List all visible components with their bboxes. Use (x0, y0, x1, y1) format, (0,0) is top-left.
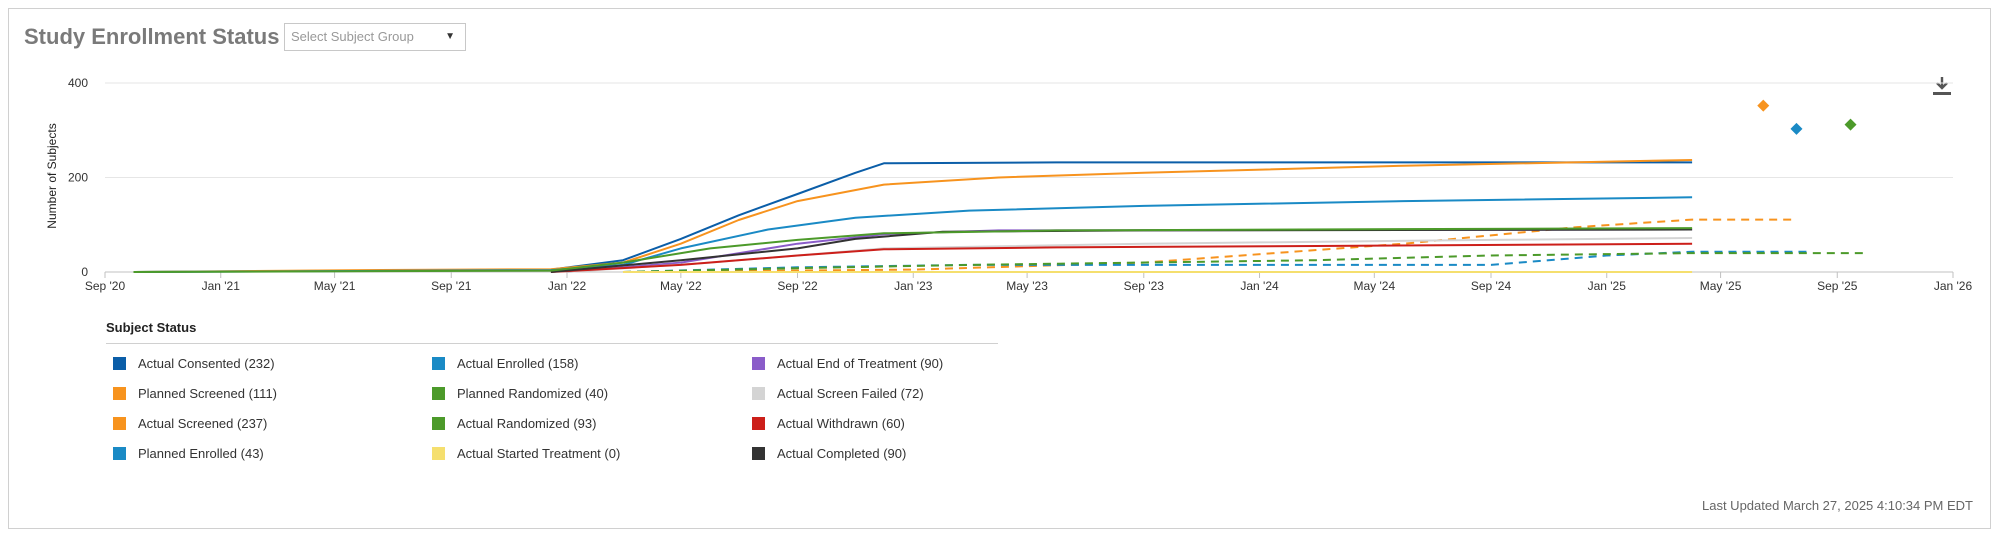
legend-label: Planned Randomized (40) (457, 386, 609, 401)
legend-swatch (752, 387, 765, 400)
legend-label: Actual Enrolled (158) (457, 356, 579, 371)
legend-item[interactable]: Actual Screen Failed (72) (752, 386, 924, 402)
series-line (133, 227, 1693, 273)
legend-swatch (752, 447, 765, 460)
y-tick-label: 200 (68, 171, 88, 185)
x-tick-label: Sep '22 (777, 279, 818, 293)
legend-item[interactable]: Actual Withdrawn (60) (752, 416, 905, 432)
legend-swatch (432, 387, 445, 400)
series-line (622, 252, 1866, 273)
legend-item[interactable]: Actual End of Treatment (90) (752, 356, 943, 372)
x-tick-label: Jan '25 (1588, 279, 1627, 293)
legend-item[interactable]: Actual Screened (237) (113, 416, 267, 432)
x-tick-label: May '22 (660, 279, 702, 293)
x-tick-label: Sep '23 (1124, 279, 1165, 293)
legend-item[interactable]: Actual Randomized (93) (432, 416, 596, 432)
legend-swatch (752, 417, 765, 430)
legend-swatch (432, 357, 445, 370)
enrollment-chart: 0 200 400 Sep '20 Jan '21 May '21 Sep '21 Jan … (45, 76, 1973, 293)
x-tick-label: Jan '23 (894, 279, 933, 293)
planned-marker (1790, 122, 1803, 135)
x-tick-label: May '23 (1006, 279, 1048, 293)
x-tick-label: May '21 (314, 279, 356, 293)
legend-label: Actual Screened (237) (138, 416, 268, 431)
series-lines (133, 159, 1866, 273)
legend-item[interactable]: Actual Consented (232) (113, 356, 275, 372)
legend-swatch (113, 387, 126, 400)
page-title: Study Enrollment Status (24, 24, 280, 49)
legend-swatch (752, 357, 765, 370)
legend-swatch (432, 447, 445, 460)
legend-label: Actual Consented (232) (138, 356, 275, 371)
series-line (133, 161, 1693, 273)
legend-item[interactable]: Planned Randomized (40) (432, 386, 608, 402)
legend-item[interactable]: Actual Completed (90) (752, 446, 906, 462)
legend-item[interactable]: Planned Screened (111) (113, 386, 277, 402)
legend-label: Actual End of Treatment (90) (777, 356, 944, 371)
series-line (133, 159, 1693, 273)
y-tick-label: 400 (68, 76, 88, 90)
x-tick-label: Jan '26 (1934, 279, 1973, 293)
x-tick-label: Sep '21 (431, 279, 472, 293)
legend-swatch (113, 417, 126, 430)
series-line (622, 218, 1792, 273)
planned-markers (1757, 99, 1857, 135)
select-placeholder: Select Subject Group (291, 29, 414, 44)
y-axis-label: Number of Subjects (45, 123, 59, 228)
x-tick-label: Jan '22 (548, 279, 587, 293)
legend-swatch (113, 357, 126, 370)
legend-label: Actual Randomized (93) (457, 416, 597, 431)
x-axis-ticks: Sep '20 Jan '21 May '21 Sep '21 Jan '22 May '… (85, 272, 1973, 293)
x-tick-label: May '24 (1353, 279, 1395, 293)
x-tick-label: May '25 (1700, 279, 1742, 293)
y-tick-label: 0 (81, 265, 88, 279)
legend-swatch (432, 417, 445, 430)
legend-label: Actual Completed (90) (777, 446, 907, 461)
chart-panel (8, 8, 1991, 529)
legend-label: Planned Enrolled (43) (138, 446, 264, 461)
caret-down-icon: ▼ (445, 31, 455, 42)
legend-label: Actual Screen Failed (72) (777, 386, 924, 401)
series-line (550, 242, 1693, 273)
legend-divider (106, 343, 998, 344)
legend-item[interactable]: Actual Enrolled (158) (432, 356, 578, 372)
y-axis-ticks: 0 200 400 (68, 76, 88, 279)
planned-marker (1757, 99, 1770, 112)
legend-label: Actual Started Treatment (0) (457, 446, 621, 461)
legend-label: Actual Withdrawn (60) (777, 416, 905, 431)
x-tick-label: Sep '20 (85, 279, 126, 293)
planned-marker (1844, 118, 1857, 131)
x-tick-label: Sep '25 (1817, 279, 1858, 293)
legend-item[interactable]: Planned Enrolled (43) (113, 446, 264, 462)
series-line (550, 228, 1693, 273)
x-tick-label: Jan '21 (202, 279, 241, 293)
legend-swatch (113, 447, 126, 460)
last-updated: Last Updated March 27, 2025 4:10:34 PM E… (1702, 498, 1973, 513)
subject-group-select[interactable]: Select Subject Group ▼ (284, 23, 466, 51)
legend-label: Planned Screened (111) (138, 386, 278, 401)
legend-title: Subject Status (106, 320, 197, 335)
x-tick-label: Sep '24 (1471, 279, 1512, 293)
x-tick-label: Jan '24 (1240, 279, 1279, 293)
legend-item[interactable]: Actual Started Treatment (0) (432, 446, 620, 462)
